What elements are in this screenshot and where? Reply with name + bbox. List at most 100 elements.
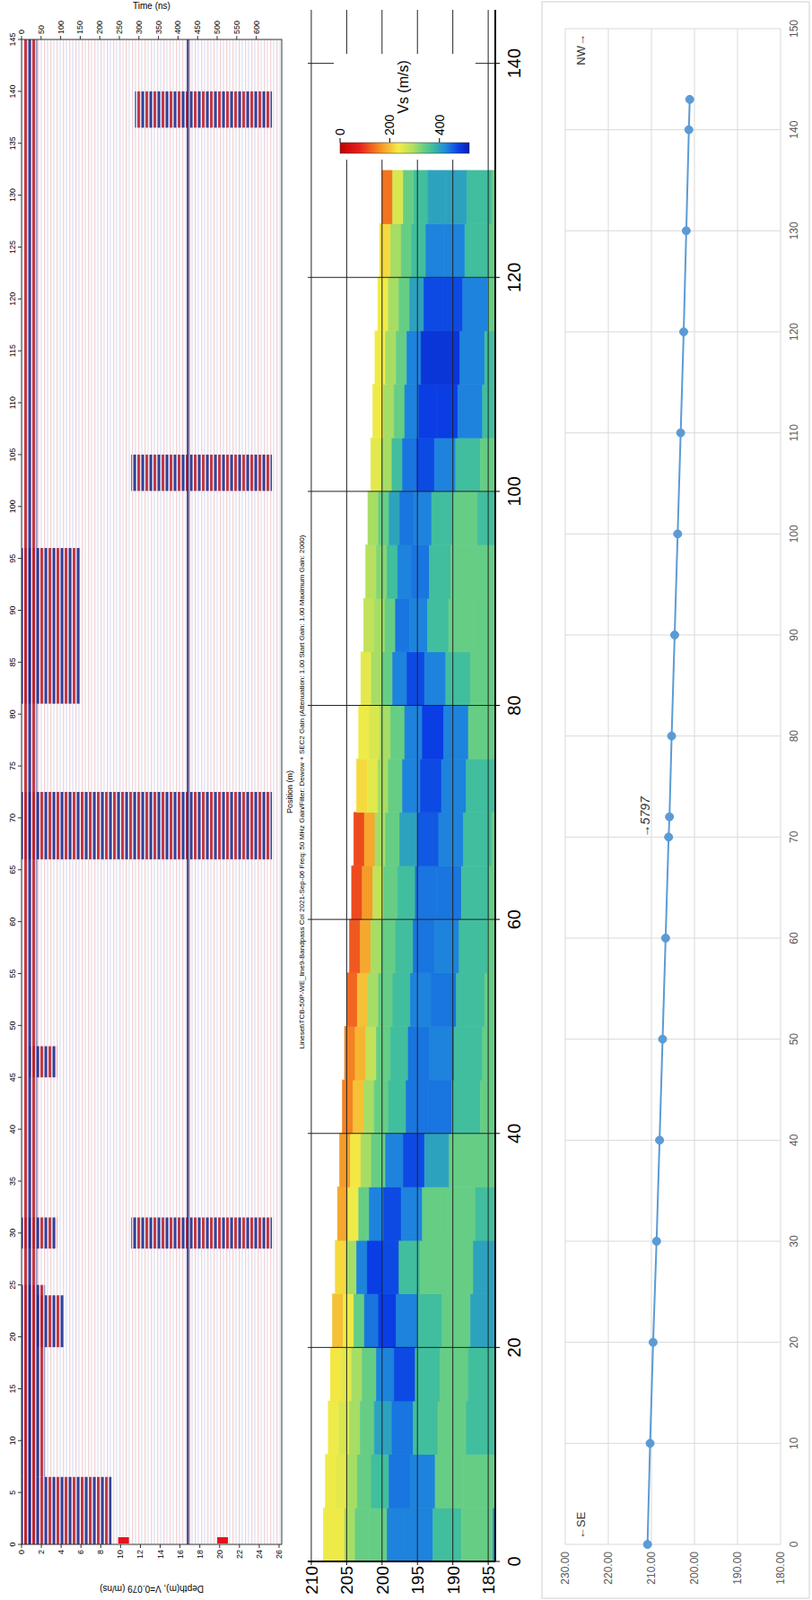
x-tick (17, 194, 22, 196)
heatmap-cell (424, 652, 446, 707)
heatmap-cell (377, 277, 389, 332)
x-tick-label: 25 (8, 1281, 18, 1291)
x-tick (495, 1133, 500, 1135)
heatmap-cell (369, 1187, 385, 1241)
point (681, 227, 690, 236)
y-tick-label: 230.00 (558, 1552, 572, 1586)
depth-marker (118, 1537, 130, 1545)
y-tick-label: 10 (115, 1550, 125, 1560)
heatmap-cell (356, 759, 367, 813)
heatmap-cell (374, 1401, 393, 1456)
heatmap-cell (396, 1294, 419, 1349)
heatmap-cell (388, 277, 400, 332)
heatmap-cell (401, 224, 412, 279)
heatmap-cell (408, 1508, 434, 1563)
heatmap-cell (378, 973, 393, 1028)
grid-line (694, 28, 696, 1546)
point (680, 328, 689, 337)
x-tick (17, 39, 22, 41)
heatmap-cell (404, 384, 420, 439)
heatmap-cell (388, 759, 403, 813)
heatmap-cell (402, 170, 414, 225)
radargram-marks (21, 39, 272, 1546)
heatmap-cell (399, 277, 411, 332)
x-tick (17, 1336, 22, 1338)
heatmap-cell (385, 1134, 404, 1188)
grid-line (381, 9, 383, 1563)
grid-line (452, 9, 454, 1563)
x-tick-label: 30 (787, 1235, 801, 1249)
heatmap-cell (370, 437, 382, 492)
x-tick-label: 90 (787, 628, 801, 642)
heatmap-cell (413, 1401, 439, 1456)
heatmap-cell (455, 437, 481, 492)
annotation: →5797 (637, 795, 653, 838)
heatmap-cell (401, 1187, 423, 1241)
x-tick-label: 140 (787, 120, 801, 139)
y2-tick-label: 350 (154, 20, 164, 35)
y2-tick-label: 600 (252, 20, 262, 35)
x-tick-label: 50 (787, 1033, 801, 1047)
y2-axis-title: Time (ns) (132, 0, 171, 11)
y-tick (41, 1545, 43, 1549)
heatmap-cell (389, 1455, 411, 1510)
grid-line (307, 490, 496, 492)
x-tick (17, 1440, 22, 1442)
grid-line (307, 705, 496, 707)
heatmap-cell (419, 759, 442, 813)
heatmap-cell (484, 973, 496, 1028)
heatmap-cell (415, 1347, 441, 1402)
heatmap-cell (448, 598, 474, 653)
heatmap-cell (369, 1508, 388, 1563)
grid-line (565, 28, 781, 30)
heatmap-cell (359, 1401, 375, 1456)
heatmap-cell (395, 598, 411, 653)
heatmap-cell (366, 1026, 377, 1081)
x-tick-label: 20 (787, 1336, 801, 1350)
heatmap-cell (415, 865, 437, 920)
point (648, 1338, 657, 1347)
heatmap-cell (470, 652, 496, 707)
x-tick-label: 115 (8, 344, 18, 358)
heatmap-cell (393, 384, 405, 439)
x-tick (17, 1129, 22, 1131)
heatmap-cell (422, 1187, 448, 1241)
heatmap-cell (363, 1080, 375, 1135)
x-tick-label: 60 (787, 932, 801, 945)
x-tick-label: 20 (8, 1333, 18, 1343)
heatmap-cell (441, 277, 463, 332)
heatmap-cell (333, 1508, 345, 1563)
heatmap-cell (344, 1026, 356, 1081)
y2-tick-label: 500 (212, 20, 222, 35)
heatmap-cell (441, 759, 467, 813)
heatmap-cell (433, 1508, 463, 1563)
point (676, 428, 685, 437)
heatmap-cells (323, 170, 496, 1563)
reflection (36, 1295, 65, 1348)
heatmap-cell (463, 812, 493, 867)
heatmap-cell (406, 652, 425, 707)
y2-tick (255, 35, 257, 40)
point (667, 732, 676, 741)
y-tick-label: 2 (36, 1550, 46, 1555)
y-tick (452, 1562, 454, 1566)
x-tick-label: 90 (8, 605, 18, 615)
x-tick (17, 1232, 22, 1234)
heatmap-cell (456, 973, 486, 1028)
grid-line (307, 1347, 496, 1349)
y2-tick (157, 35, 159, 40)
heatmap-cell (355, 1026, 367, 1081)
x-tick (17, 1180, 22, 1182)
heatmap-cell (364, 812, 376, 867)
heatmap-cell (438, 812, 464, 867)
heatmap-cell (357, 1455, 372, 1510)
heatmap-cell (382, 170, 393, 225)
depth-marker (217, 1537, 228, 1545)
heatmap-cell (410, 973, 432, 1028)
heatmap-cell (457, 384, 483, 439)
x-tick (17, 402, 22, 404)
heatmap-cell (436, 384, 459, 439)
x-tick (495, 1347, 500, 1349)
colorbar-title: Vs (m/s) (395, 60, 411, 114)
x-tick-label: 30 (8, 1229, 18, 1239)
